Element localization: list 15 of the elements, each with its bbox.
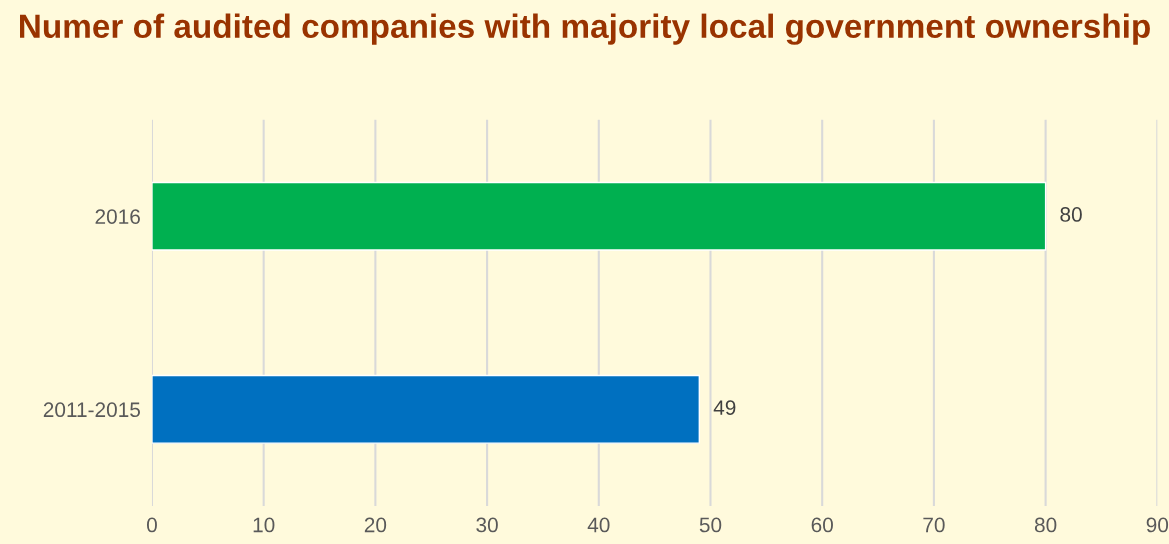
x-tick-label: 70 — [923, 517, 945, 533]
x-tick-label: 30 — [476, 517, 498, 533]
x-tick-label: 80 — [1034, 517, 1057, 533]
y-tick-label: 2011-2015 — [43, 402, 140, 418]
x-tick-label: 0 — [146, 517, 157, 533]
data-label: 49 — [713, 400, 736, 415]
x-tick-label: 10 — [253, 517, 275, 533]
y-tick-label: 2016 — [95, 209, 140, 224]
x-tick-label: 40 — [587, 517, 610, 533]
chart-title: Numer of audited companies with majority local government ownership — [20, 13, 1150, 45]
x-tick-label: 90 — [1146, 517, 1169, 533]
x-tick-label: 60 — [811, 517, 833, 533]
x-tick-label: 20 — [364, 517, 387, 533]
data-label: 80 — [1060, 207, 1082, 222]
x-tick-label: 50 — [699, 517, 722, 533]
